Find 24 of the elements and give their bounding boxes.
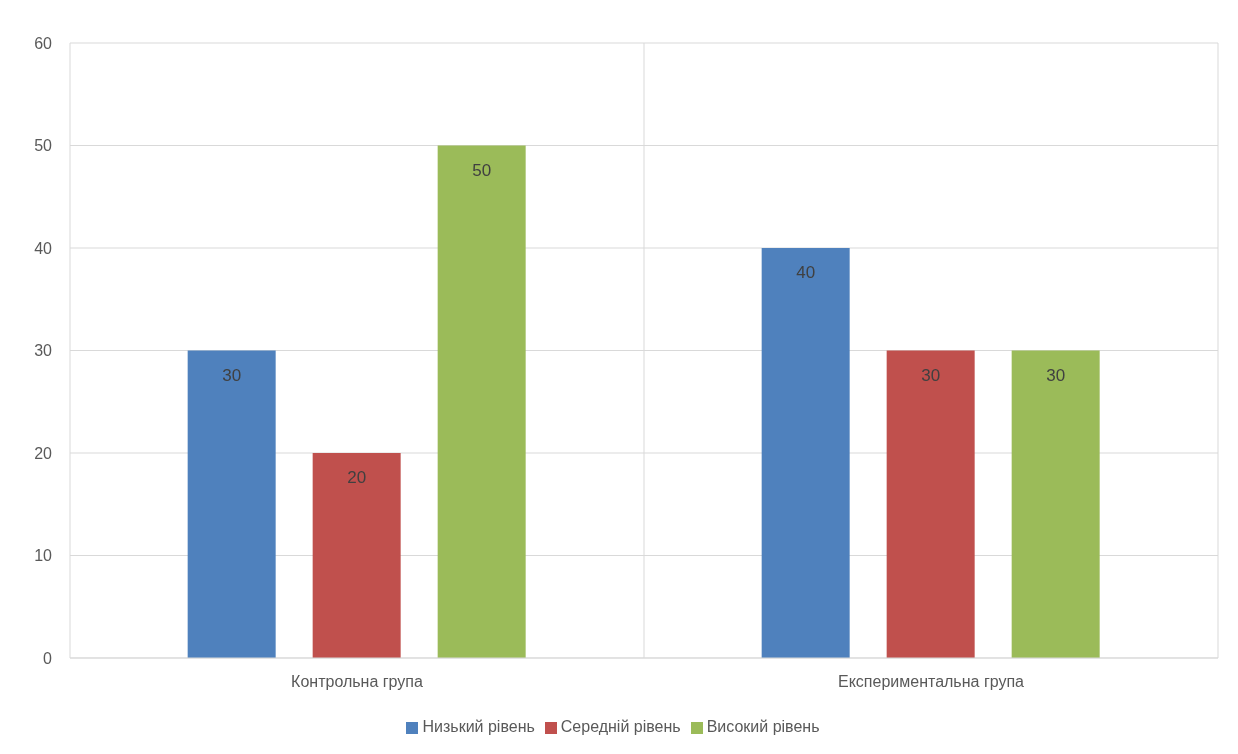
bar: [886, 350, 975, 658]
data-label: 30: [222, 365, 242, 385]
data-label: 50: [472, 160, 492, 180]
y-tick-label: 30: [34, 342, 53, 360]
y-tick-label: 20: [34, 444, 53, 462]
legend-label: Низький рівень: [422, 718, 535, 735]
legend-label: Високий рівень: [706, 718, 820, 735]
y-tick-label: 0: [43, 649, 53, 667]
data-label: 30: [1046, 365, 1066, 385]
x-tick-label: Експериментальна група: [838, 673, 1025, 691]
bar: [761, 248, 850, 658]
bar: [312, 453, 401, 658]
y-tick-label: 40: [34, 239, 53, 257]
x-tick-label: Контрольна група: [291, 673, 423, 691]
bar: [437, 145, 526, 658]
bar: [187, 350, 276, 658]
y-tick-label: 50: [34, 137, 53, 155]
bar: [1011, 350, 1100, 658]
data-label: 20: [347, 468, 367, 488]
legend-label: Середній рівень: [560, 718, 681, 735]
y-tick-label: 10: [34, 547, 53, 565]
data-label: 40: [796, 263, 816, 283]
data-label: 30: [921, 365, 941, 385]
y-tick-label: 60: [34, 34, 53, 52]
